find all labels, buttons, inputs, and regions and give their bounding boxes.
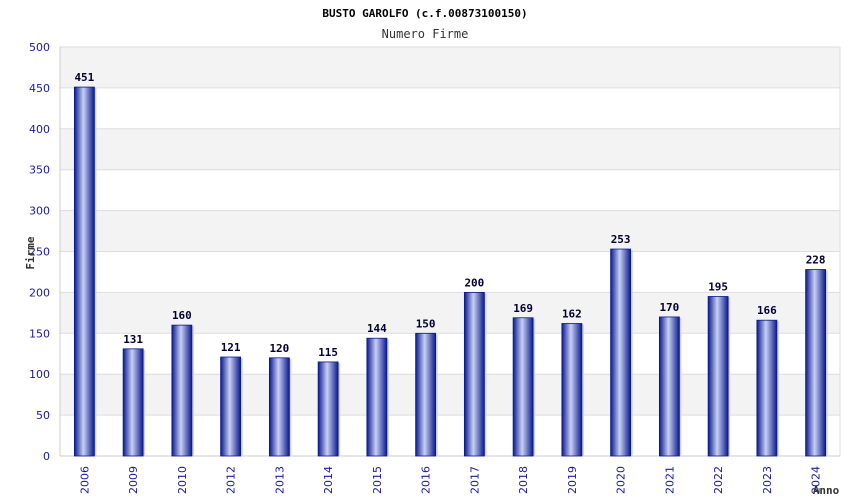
grid-band [60,128,840,170]
x-tick-label: 2019 [566,466,579,494]
value-label: 253 [611,233,631,246]
bar-2023 [756,319,778,457]
bar-2019 [561,323,583,457]
bar-2009 [122,348,144,457]
bar-2018 [512,317,534,457]
x-tick-label: 2018 [517,466,530,494]
grid-band [60,210,840,252]
x-tick-label: 2006 [78,466,91,494]
value-label: 121 [221,341,241,354]
x-tick-label: 2021 [663,466,676,494]
value-label: 162 [562,307,582,320]
chart-subtitle: Numero Firme [382,27,469,41]
y-axis-label: Firme [24,236,37,269]
bar-2017 [463,291,485,457]
bar-2015 [366,337,388,457]
x-tick-label: 2024 [810,466,823,494]
value-label: 120 [269,342,289,355]
value-label: 166 [757,304,777,317]
y-tick-label: 450 [29,82,50,95]
x-tick-label: 2017 [468,466,481,494]
y-tick-label: 50 [36,409,50,422]
value-label: 144 [367,322,387,335]
x-tick-label: 2010 [176,466,189,494]
x-tick-label: 2012 [225,466,238,494]
bar-2012 [220,356,242,457]
y-tick-label: 500 [29,41,50,54]
bar-2021 [658,316,680,457]
grid-band [60,47,840,88]
bar-2024 [805,269,827,457]
y-tick-label: 350 [29,164,50,177]
bar-2022 [707,296,729,457]
value-label: 160 [172,309,192,322]
x-tick-label: 2023 [761,466,774,494]
y-tick-label: 100 [29,368,50,381]
value-label: 195 [708,280,728,293]
value-label: 150 [416,317,436,330]
bar-2016 [415,332,437,457]
value-label: 169 [513,302,533,315]
value-label: 115 [318,346,338,359]
y-tick-label: 150 [29,327,50,340]
x-tick-label: 2014 [322,466,335,494]
x-tick-label: 2009 [127,466,140,494]
y-tick-label: 200 [29,286,50,299]
x-axis-label: Anno [813,484,840,497]
x-tick-label: 2020 [615,466,628,494]
y-tick-label: 400 [29,123,50,136]
value-label: 170 [659,301,679,314]
y-tick-label: 0 [43,450,50,463]
bar-2010 [171,324,193,457]
chart-title: BUSTO GAROLFO (c.f.00873100150) [322,7,527,20]
bar-2013 [268,357,290,457]
value-label: 451 [74,71,94,84]
bar-2014 [317,361,339,457]
y-tick-label: 300 [29,205,50,218]
y-tick-label: 250 [29,246,50,259]
value-label: 131 [123,333,143,346]
value-label: 228 [806,253,826,266]
value-label: 200 [464,276,484,289]
bar-2020 [610,248,632,457]
x-tick-label: 2016 [420,466,433,494]
x-tick-label: 2022 [712,466,725,494]
x-tick-label: 2013 [273,466,286,494]
x-tick-label: 2015 [371,466,384,494]
bar-2006 [73,86,95,457]
